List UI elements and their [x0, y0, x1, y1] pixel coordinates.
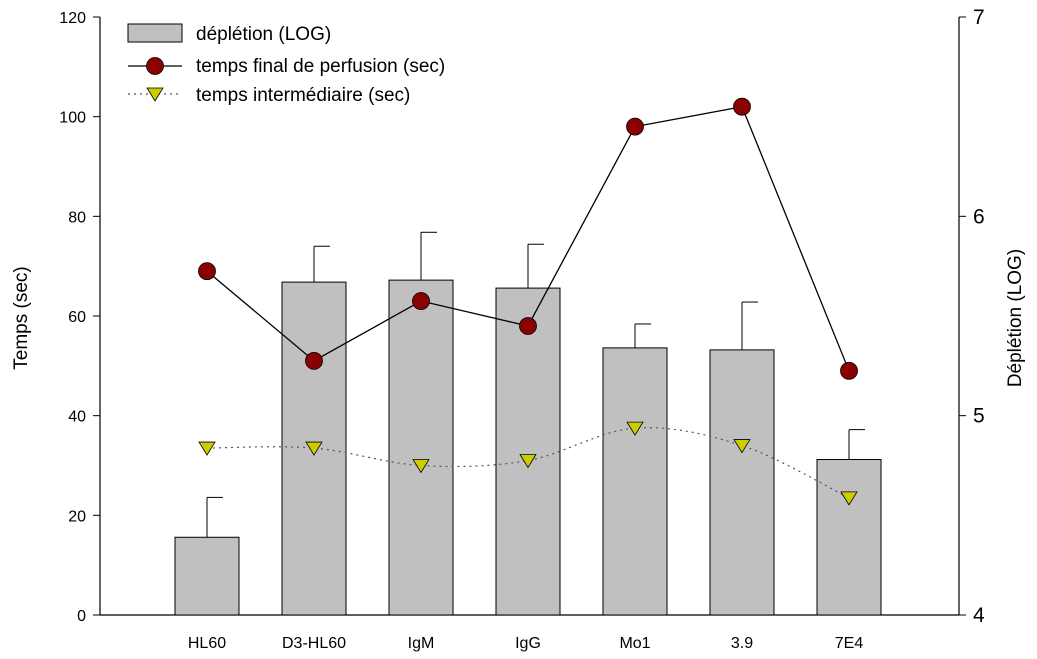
y2-tick-label: 4: [973, 604, 985, 627]
legend-label-bars: déplétion (LOG): [196, 24, 331, 45]
data-point-final: [198, 262, 216, 281]
y2-tick-label: 6: [973, 205, 985, 228]
y2-tick-label: 5: [973, 405, 985, 428]
bar: [495, 287, 561, 616]
y-tick-label: 80: [68, 209, 86, 226]
legend-bar-swatch: [127, 23, 183, 43]
data-point-final: [305, 351, 323, 370]
x-tick-label: D3-HL60: [282, 635, 346, 652]
x-tick-label: IgG: [515, 635, 541, 652]
bar-series: [174, 231, 882, 616]
y2-axis-label: Déplétion (LOG): [1005, 249, 1026, 387]
y-tick-label: 20: [68, 508, 86, 525]
bar: [174, 536, 240, 616]
x-tick-label: Mo1: [619, 635, 650, 652]
x-tick-label: HL60: [188, 635, 226, 652]
legend-marker-final: [146, 57, 164, 75]
bar: [709, 349, 775, 616]
data-point-final: [840, 361, 858, 380]
data-point-intermediate: [198, 441, 216, 456]
y-tick-label: 60: [68, 309, 86, 326]
y-tick-label: 0: [77, 608, 86, 625]
data-point-intermediate: [840, 491, 858, 506]
y-tick-label: 100: [59, 110, 86, 127]
data-point-intermediate: [305, 441, 323, 456]
x-tick-label: IgM: [408, 635, 435, 652]
data-point-intermediate: [626, 421, 644, 436]
data-point-intermediate: [412, 459, 430, 474]
y2-tick-label: 7: [973, 6, 985, 29]
tick-labels: 0 20 40 60 80 100 120 4 5 6 7 HL60 D3-HL60 IgM IgG Mo1 3…: [59, 6, 985, 652]
y-tick-label: 120: [59, 10, 86, 27]
line-series: [198, 97, 858, 506]
x-tick-label: 7E4: [835, 635, 864, 652]
data-point-final: [733, 97, 751, 116]
data-point-intermediate: [519, 454, 537, 469]
legend: déplétion (LOG) temps final de perfusion…: [127, 23, 445, 106]
bar: [602, 347, 668, 616]
bar: [816, 459, 882, 616]
legend-label-intermediate: temps intermédiaire (sec): [196, 85, 410, 106]
legend-label-final: temps final de perfusion (sec): [196, 56, 445, 77]
data-point-final: [412, 292, 430, 310]
data-point-final: [626, 117, 644, 136]
data-point-intermediate: [733, 439, 751, 454]
y-tick-label: 40: [68, 409, 86, 426]
x-tick-label: 3.9: [731, 635, 753, 652]
bar: [388, 279, 454, 616]
data-point-final: [519, 317, 537, 335]
legend-marker-intermediate: [146, 87, 164, 102]
y-axis-label: Temps (sec): [11, 266, 32, 369]
